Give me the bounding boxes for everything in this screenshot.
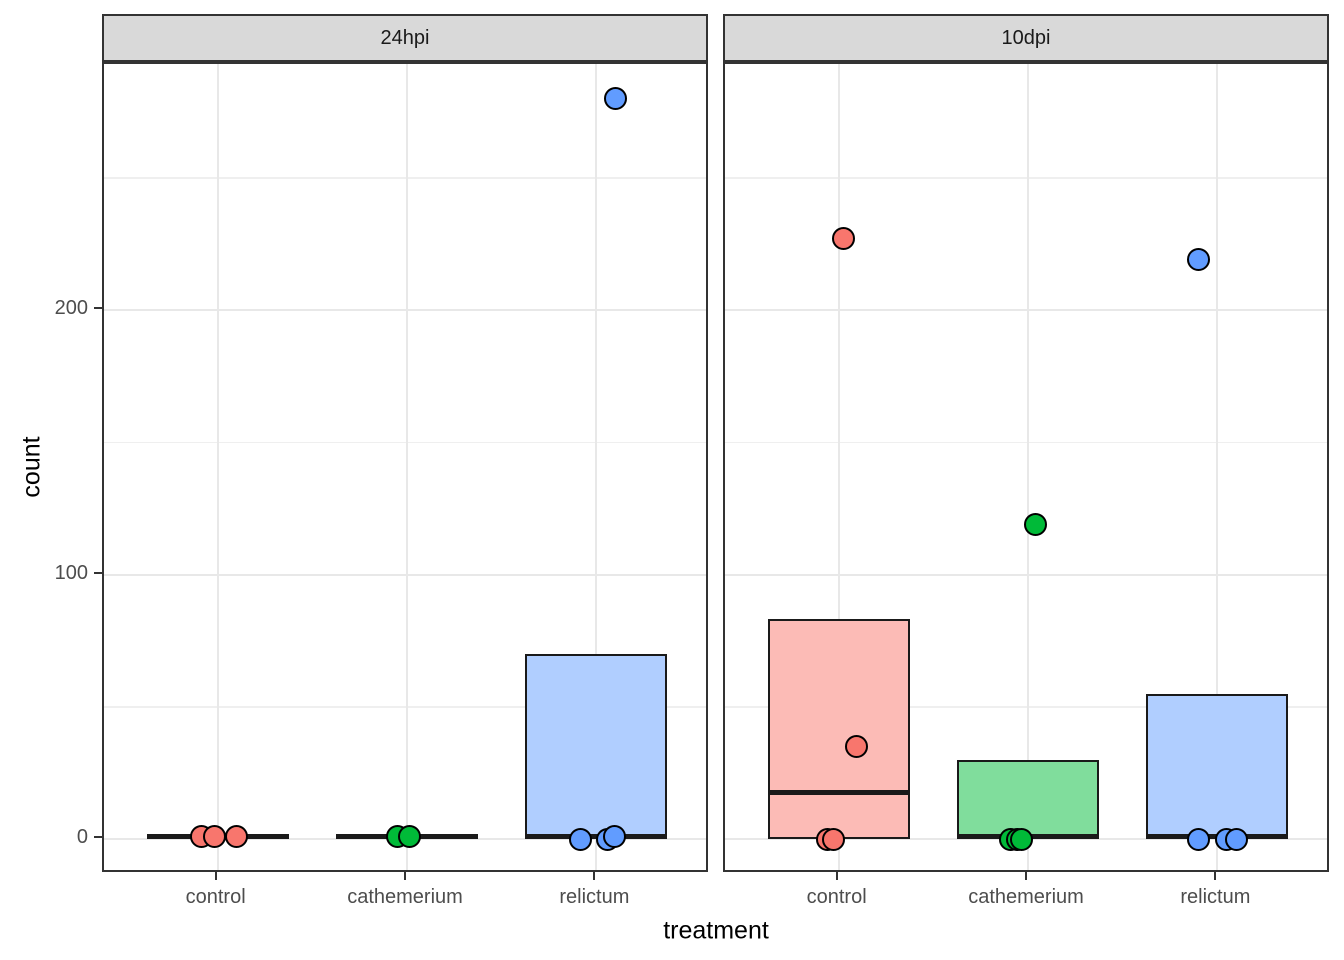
gridline-minor-y250: [104, 177, 706, 179]
x-tick-relictum: [1214, 872, 1217, 880]
gridline-minor-y250: [725, 177, 1327, 179]
gridline-major-x-control: [216, 64, 219, 870]
box-24hpi-relictum: [525, 653, 668, 839]
y-tick-label-100: 100: [54, 561, 88, 584]
y-tick-0: [94, 836, 102, 838]
x-tick-control: [835, 872, 838, 880]
x-tick-relictum: [593, 872, 596, 880]
y-tick-label-200: 200: [54, 297, 88, 319]
x-tick-label-control: control: [185, 886, 246, 908]
data-point-10dpi-cathemerium-3: [1010, 827, 1034, 851]
gridline-minor-y50: [725, 706, 1327, 708]
gridline-major-x-cathemerium: [406, 64, 408, 870]
y-axis-title: count: [17, 436, 46, 498]
gridline-minor-y150: [725, 441, 1327, 443]
gridline-major-x-control: [837, 64, 840, 870]
x-tick-label-cathemerium: cathemerium: [347, 886, 463, 908]
gridline-major-x-cathemerium: [1027, 64, 1029, 870]
data-point-10dpi-relictum-3: [1224, 827, 1248, 851]
x-axis-title: treatment: [663, 916, 769, 945]
box-10dpi-relictum: [1146, 693, 1289, 839]
x-tick-cathemerium: [1025, 872, 1027, 880]
data-point-24hpi-cathemerium-1: [397, 824, 421, 848]
gridline-minor-y50: [104, 706, 706, 708]
facet-panel-24hpi: [102, 62, 708, 872]
median-10dpi-control: [767, 790, 910, 796]
gridline-major-y100: [104, 573, 706, 576]
x-tick-label-relictum: relictum: [559, 886, 630, 908]
data-point-10dpi-control-1: [845, 734, 869, 758]
data-point-10dpi-control-3: [822, 827, 846, 851]
data-point-24hpi-control-1: [202, 824, 226, 848]
data-point-10dpi-control-0: [832, 227, 856, 251]
gridline-major-x-relictum: [1216, 64, 1219, 870]
y-tick-200: [94, 307, 102, 309]
box-10dpi-cathemerium: [956, 759, 1099, 839]
gridline-major-y200: [725, 309, 1327, 311]
x-tick-label-control: control: [806, 886, 867, 908]
y-tick-100: [94, 571, 102, 574]
data-point-10dpi-relictum-0: [1186, 248, 1210, 272]
x-tick-cathemerium: [404, 872, 406, 880]
x-tick-label-cathemerium: cathemerium: [968, 886, 1084, 908]
facet-strip-24hpi: 24hpi: [102, 14, 708, 62]
box-10dpi-control: [767, 619, 910, 839]
facet-panel-10dpi: [723, 62, 1329, 872]
facet-strip-10dpi: 10dpi: [723, 14, 1329, 62]
y-tick-label-0: 0: [76, 826, 88, 848]
x-tick-control: [214, 872, 217, 880]
x-tick-label-relictum: relictum: [1180, 886, 1251, 908]
data-point-10dpi-relictum-1: [1186, 827, 1210, 851]
data-point-24hpi-relictum-0: [569, 827, 593, 851]
gridline-major-y200: [104, 309, 706, 311]
gridline-major-y100: [725, 573, 1327, 576]
gridline-major-x-relictum: [595, 64, 598, 870]
data-point-24hpi-control-2: [224, 824, 248, 848]
data-point-24hpi-relictum-2: [602, 824, 626, 848]
data-point-10dpi-cathemerium-0: [1024, 512, 1048, 536]
gridline-minor-y150: [104, 441, 706, 443]
data-point-24hpi-relictum-3: [603, 86, 627, 110]
